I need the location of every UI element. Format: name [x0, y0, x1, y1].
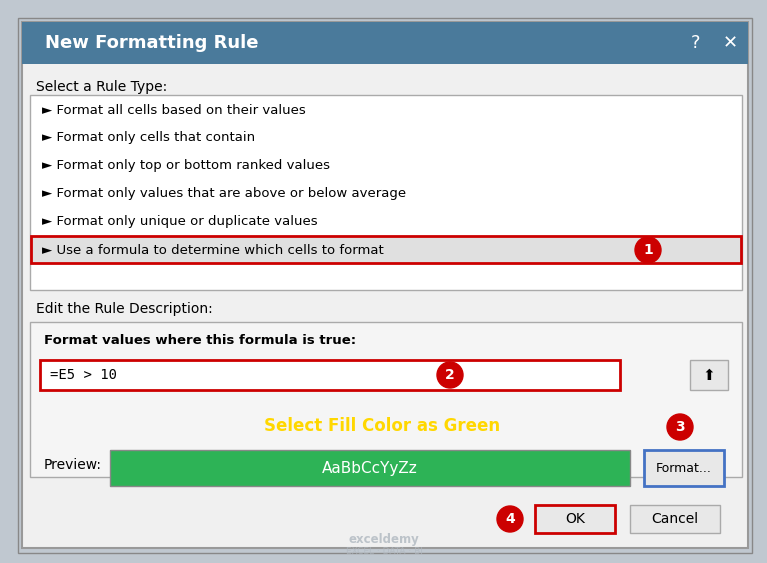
Text: exceldemy: exceldemy — [349, 534, 420, 547]
Text: Format values where this formula is true:: Format values where this formula is true… — [44, 334, 356, 347]
Text: New Formatting Rule: New Formatting Rule — [45, 34, 258, 52]
Text: ► Format only unique or duplicate values: ► Format only unique or duplicate values — [42, 216, 318, 229]
Bar — [22, 22, 748, 64]
Text: 3: 3 — [675, 420, 685, 434]
Bar — [690, 360, 728, 390]
Text: Select a Rule Type:: Select a Rule Type: — [36, 80, 167, 94]
Text: Select Fill Color as Green: Select Fill Color as Green — [264, 417, 500, 435]
Text: OK: OK — [565, 512, 585, 526]
Bar — [110, 450, 630, 486]
Text: ?: ? — [690, 34, 700, 52]
Text: Format...: Format... — [656, 462, 712, 475]
Circle shape — [437, 362, 463, 388]
Text: ✕: ✕ — [723, 34, 738, 52]
Text: Cancel: Cancel — [651, 512, 699, 526]
Bar — [30, 322, 742, 477]
Circle shape — [497, 506, 523, 532]
Bar — [630, 505, 720, 533]
Bar — [644, 450, 724, 486]
Text: 1: 1 — [643, 243, 653, 257]
Circle shape — [667, 414, 693, 440]
Bar — [31, 236, 741, 263]
Text: Preview:: Preview: — [44, 458, 102, 472]
Bar — [30, 95, 742, 290]
Text: ► Format only values that are above or below average: ► Format only values that are above or b… — [42, 187, 406, 200]
Circle shape — [635, 237, 661, 263]
Text: ► Format only top or bottom ranked values: ► Format only top or bottom ranked value… — [42, 159, 330, 172]
Text: ⬆: ⬆ — [703, 368, 716, 382]
Text: ► Format only cells that contain: ► Format only cells that contain — [42, 132, 255, 145]
Text: Edit the Rule Description:: Edit the Rule Description: — [36, 302, 212, 316]
Text: EXCEL · DATA · BI: EXCEL · DATA · BI — [346, 547, 423, 556]
Bar — [535, 505, 615, 533]
Text: =E5 > 10: =E5 > 10 — [50, 368, 117, 382]
Bar — [31, 236, 741, 263]
Text: AaBbCcYyZz: AaBbCcYyZz — [322, 461, 418, 476]
Text: 2: 2 — [445, 368, 455, 382]
Bar — [40, 360, 620, 390]
Text: ► Use a formula to determine which cells to format: ► Use a formula to determine which cells… — [42, 244, 384, 257]
Text: ► Format all cells based on their values: ► Format all cells based on their values — [42, 104, 306, 117]
Text: 4: 4 — [505, 512, 515, 526]
